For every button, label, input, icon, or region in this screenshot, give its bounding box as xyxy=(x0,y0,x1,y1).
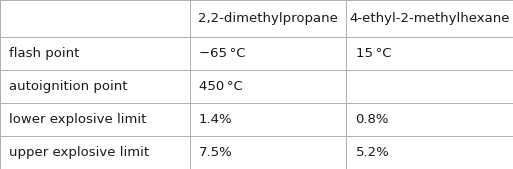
Text: 0.8%: 0.8% xyxy=(356,113,389,126)
Text: upper explosive limit: upper explosive limit xyxy=(9,146,149,159)
Text: flash point: flash point xyxy=(9,47,80,60)
Text: 15 °C: 15 °C xyxy=(356,47,391,60)
Text: 7.5%: 7.5% xyxy=(199,146,233,159)
Text: −65 °C: −65 °C xyxy=(199,47,246,60)
Text: 450 °C: 450 °C xyxy=(199,80,243,93)
Text: 1.4%: 1.4% xyxy=(199,113,233,126)
Text: lower explosive limit: lower explosive limit xyxy=(9,113,147,126)
Text: 4-ethyl-2-methylhexane: 4-ethyl-2-methylhexane xyxy=(349,12,510,25)
Text: autoignition point: autoignition point xyxy=(9,80,128,93)
Text: 2,2-dimethylpropane: 2,2-dimethylpropane xyxy=(198,12,338,25)
Text: 5.2%: 5.2% xyxy=(356,146,389,159)
